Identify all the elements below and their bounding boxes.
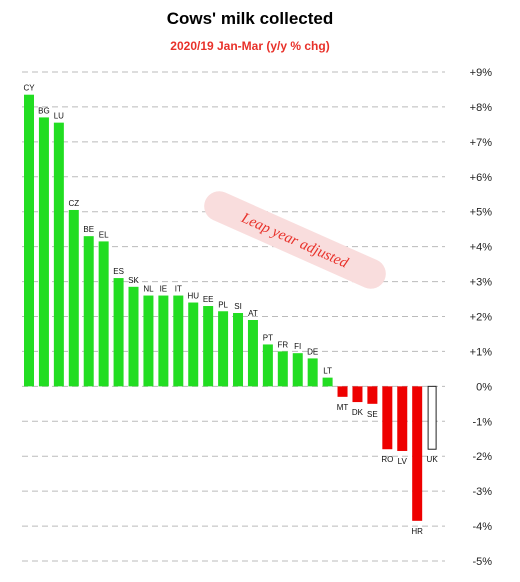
category-label-cy: CY [23,84,35,93]
y-tick-label: +3% [470,277,493,289]
category-label-pl: PL [218,300,228,309]
annotation: Leap year adjusted [204,191,386,289]
y-tick-label: -4% [472,521,492,533]
bar-es [113,278,124,387]
y-tick-label: -3% [472,486,492,498]
bars [24,94,437,521]
bar-pt [262,344,273,387]
bar-uk [427,385,437,450]
category-label-hr: HR [411,527,423,536]
category-label-de: DE [307,347,318,356]
y-tick-label: +5% [470,207,493,219]
category-label-pt: PT [263,333,273,342]
y-tick-label: 0% [476,381,492,393]
category-label-ro: RO [381,455,393,464]
category-label-si: SI [234,302,242,311]
bar-fr [277,351,288,387]
category-label-it: IT [175,285,182,294]
bar-mt [337,386,348,397]
category-label-lv: LV [398,457,408,466]
y-tick-label: +1% [470,346,493,358]
bar-nl [143,295,154,387]
bar-ee [203,306,214,387]
y-tick-label: +8% [470,102,493,114]
y-tick-label: +6% [470,172,493,184]
category-label-cz: CZ [68,199,79,208]
y-tick-label: +9% [470,67,493,79]
category-label-fi: FI [294,342,301,351]
category-label-lu: LU [54,112,64,121]
category-label-ee: EE [203,295,214,304]
category-label-sk: SK [128,276,139,285]
category-label-el: EL [99,230,109,239]
bar-cz [68,209,79,387]
category-label-se: SE [367,410,378,419]
annotation-pill [204,191,386,289]
bar-be [83,236,94,387]
bar-fi [292,353,303,387]
y-tick-label: +7% [470,137,493,149]
bar-lv [397,386,408,451]
bar-lt [322,377,333,387]
chart-subtitle: 2020/19 Jan-Mar (y/y % chg) [170,39,330,53]
bar-se [367,386,378,404]
bar-ro [382,386,393,450]
category-label-bg: BG [38,106,50,115]
category-label-uk: UK [427,455,439,464]
bar-bg [38,117,49,387]
category-label-hu: HU [187,292,199,301]
y-tick-label: -5% [472,556,492,568]
bar-hr [412,386,423,521]
category-label-be: BE [83,225,94,234]
bar-hu [188,302,199,387]
bar-el [98,241,109,387]
category-label-es: ES [113,267,124,276]
category-labels: CY BG LU CZ BE EL ES SK NL IE IT HU EE PL SI AT PT FR FI DE… [23,84,438,536]
y-tick-label: -2% [472,451,492,463]
y-tick-label: -1% [472,416,492,428]
category-label-ie: IE [160,285,168,294]
bar-it [173,295,184,387]
bar-cy [24,94,34,387]
y-tick-label: +2% [470,312,493,324]
chart-title: Cows' milk collected [166,9,334,28]
bar-at [247,319,258,387]
category-label-nl: NL [143,285,154,294]
category-label-mt: MT [337,403,349,412]
category-label-lt: LT [323,367,332,376]
y-axis-ticks: +9% +8% +7% +6% +5% +4% +3% +2% +1% 0% -1% -2% -3% -4… [470,67,493,568]
bar-dk [352,386,363,403]
annotation-text: Leap year adjusted [238,210,351,272]
category-label-dk: DK [352,408,364,417]
bar-de [307,358,318,387]
bar-ie [158,295,169,387]
bar-lu [53,122,64,387]
bar-pl [218,311,229,387]
y-tick-label: +4% [470,242,493,254]
category-label-fr: FR [277,340,288,349]
category-label-at: AT [248,309,258,318]
bar-si [233,313,244,387]
bar-sk [128,286,139,387]
